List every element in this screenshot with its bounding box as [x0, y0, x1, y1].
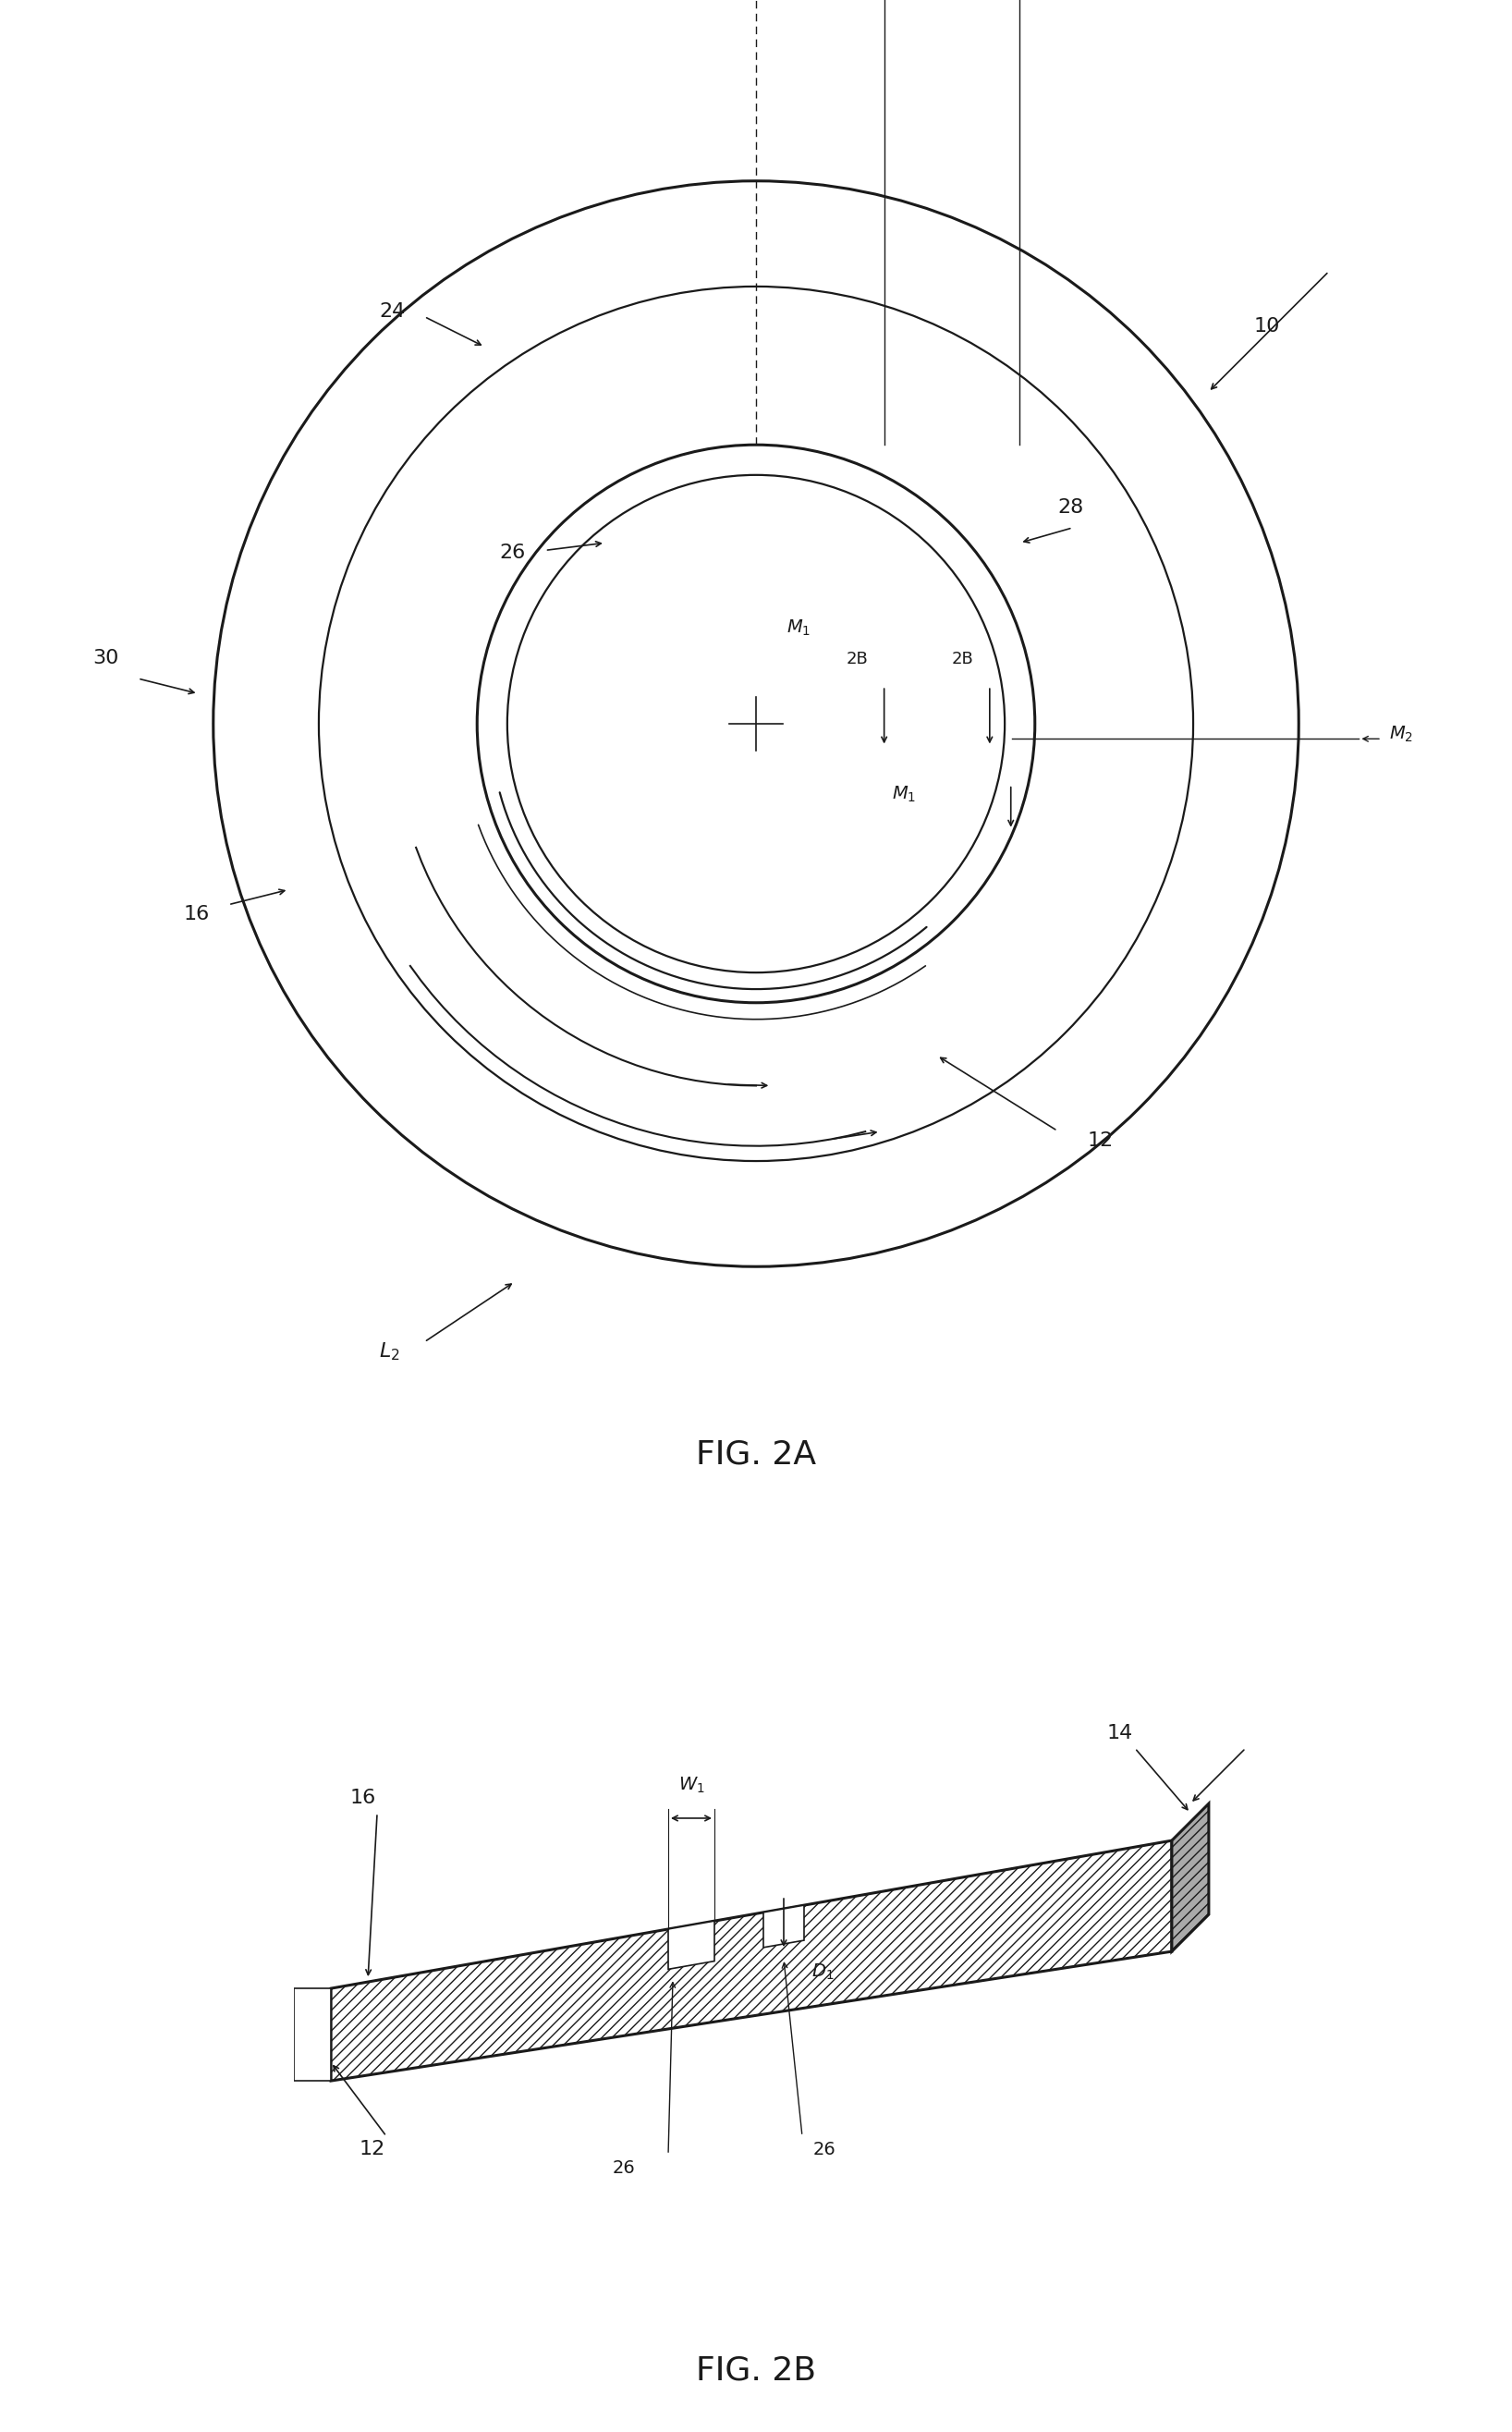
- Text: 24: 24: [380, 302, 405, 321]
- Text: 26: 26: [499, 542, 526, 562]
- Text: 28: 28: [1057, 499, 1084, 516]
- Polygon shape: [764, 1904, 804, 1948]
- Text: $W_1$: $W_1$: [677, 1775, 705, 1795]
- Polygon shape: [1172, 1805, 1208, 1950]
- Polygon shape: [668, 1921, 714, 1970]
- Text: 2B: 2B: [953, 649, 974, 666]
- Text: FIG. 2B: FIG. 2B: [696, 2354, 816, 2386]
- Text: 12: 12: [1087, 1131, 1114, 1150]
- Polygon shape: [293, 1989, 331, 2082]
- Text: 26: 26: [813, 2140, 836, 2160]
- Text: 16: 16: [183, 905, 209, 924]
- Text: $L_2$: $L_2$: [380, 1340, 401, 1362]
- Text: 2B: 2B: [847, 649, 868, 666]
- Text: 30: 30: [92, 649, 119, 666]
- Text: $M_2$: $M_2$: [1390, 725, 1414, 744]
- Text: 10: 10: [1253, 316, 1279, 336]
- Text: 16: 16: [349, 1790, 375, 1807]
- Text: 14: 14: [1107, 1724, 1132, 1744]
- Text: $M_1$: $M_1$: [892, 786, 916, 805]
- Text: FIG. 2A: FIG. 2A: [696, 1440, 816, 1469]
- Text: $M_1$: $M_1$: [786, 618, 810, 637]
- Text: $D_1$: $D_1$: [812, 1963, 835, 1982]
- Text: 12: 12: [358, 2140, 384, 2160]
- Text: 26: 26: [612, 2160, 635, 2177]
- Polygon shape: [331, 1841, 1172, 2082]
